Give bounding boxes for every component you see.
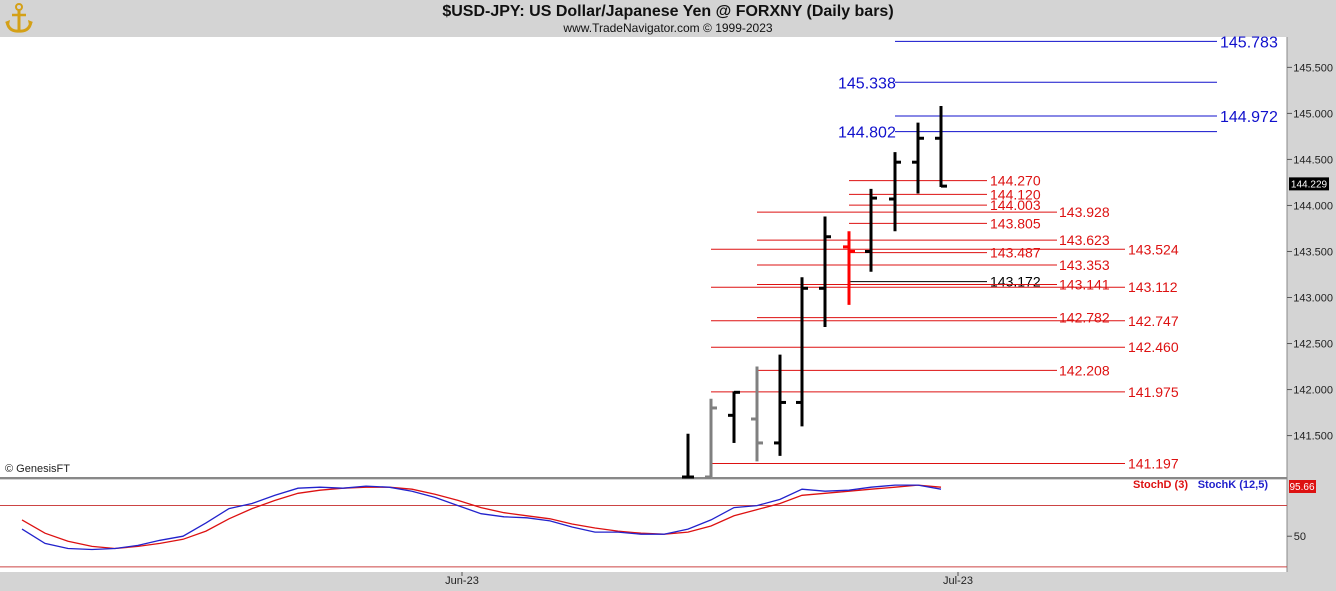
level-label: 143.353 [1059,257,1110,273]
level-label: 143.487 [990,245,1041,261]
watermark: © GenesisFT [5,463,70,475]
chart-subtitle: www.TradeNavigator.com © 1999-2023 [563,21,773,35]
y-tick-label: 142.000 [1293,385,1333,397]
level-label: 143.141 [1059,277,1110,293]
level-label: 143.524 [1128,241,1179,257]
level-label: 144.003 [990,197,1041,213]
title-bar: $USD-JPY: US Dollar/Japanese Yen @ FORXN… [0,0,1336,37]
y-tick-label: 145.500 [1293,62,1333,74]
ohlc-bar [889,152,901,232]
ohlc-bar [912,122,924,194]
level-label: 144.972 [1220,109,1278,126]
level-label: 142.747 [1128,313,1179,329]
x-tick-label: Jun-23 [445,575,479,587]
level-label: 141.197 [1128,455,1179,471]
stochd-line [21,484,942,550]
level-label: 144.120 [990,186,1041,202]
level-label: 143.805 [990,215,1041,231]
level-label: 145.783 [1220,34,1278,51]
ohlc-bar [796,277,808,427]
level-label: 142.782 [1059,310,1110,326]
x-tick-label: Jul-23 [943,575,973,587]
last-price-label: 144.229 [1291,179,1328,190]
y-tick-label: 143.500 [1293,246,1333,258]
ohlc-bar [682,433,694,479]
anchor-logo-icon [5,3,33,33]
ohlc-bar [819,216,831,327]
level-label: 144.270 [990,173,1041,189]
ohlc-bar [843,231,855,305]
stochk-line [21,484,942,551]
ohlc-bar [865,188,877,272]
y-tick-label: 145.000 [1293,108,1333,120]
y-tick-label: 141.500 [1293,431,1333,443]
chart-title: $USD-JPY: US Dollar/Japanese Yen @ FORXN… [442,3,894,20]
level-label: 144.802 [838,125,896,142]
ohlc-bar [935,106,947,188]
level-label: 143.172 [990,274,1041,290]
level-label: 142.208 [1059,362,1110,378]
y-tick-label: 143.000 [1293,293,1333,305]
ohlc-bar [774,354,786,456]
y-tick-label: 144.000 [1293,200,1333,212]
legend-stochd: StochD (3) [1133,479,1188,491]
ohlc-bar [728,390,740,443]
level-label: 141.975 [1128,384,1179,400]
ohlc-bar [751,366,763,462]
level-label: 143.928 [1059,204,1110,220]
last-price-tag: 144.229 [1289,177,1329,191]
stoch-value-label: 95.66 [1289,482,1314,493]
y-tick-label: 144.500 [1293,154,1333,166]
stochastic-panel [0,480,1287,572]
level-label: 142.460 [1128,339,1179,355]
y-tick-label: 142.500 [1293,339,1333,351]
price-panel [0,37,1287,477]
level-label: 143.112 [1128,279,1178,295]
level-label: 143.623 [1059,232,1110,248]
level-label: 145.338 [838,75,896,92]
legend-stochk: StochK (12,5) [1198,479,1269,491]
stoch-value-tag: 95.66 [1289,480,1316,493]
ohlc-bar [705,398,717,479]
stoch-tick-label: 50 [1294,531,1306,543]
